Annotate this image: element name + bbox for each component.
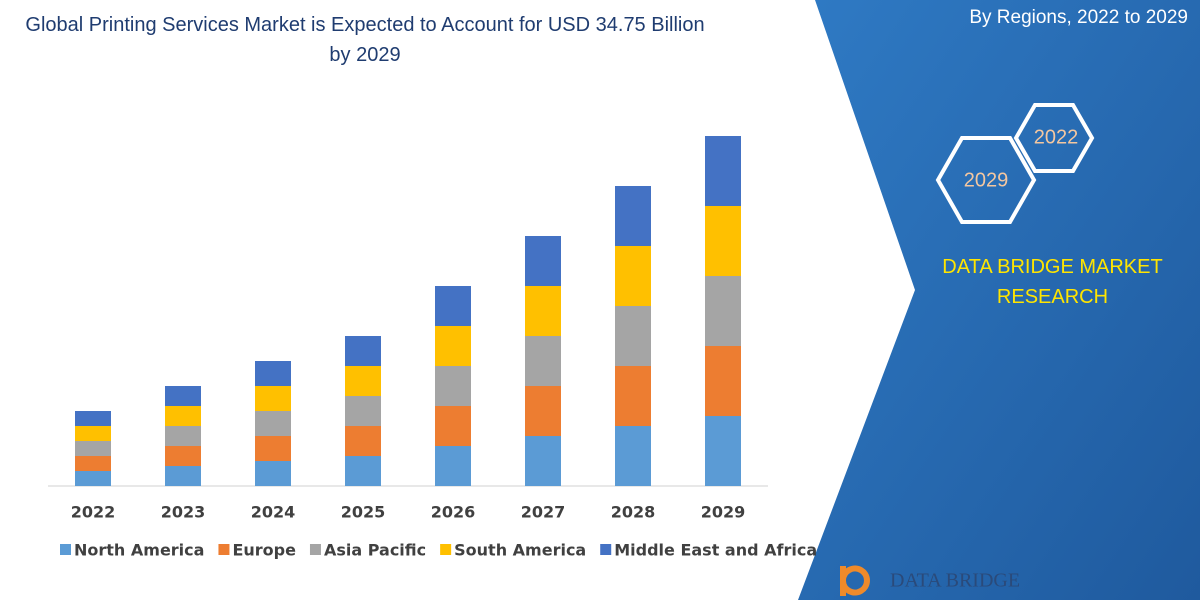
bar-segment [255,361,291,386]
bar-segment [435,326,471,366]
bar-segment [345,456,381,486]
bar-segment [255,411,291,436]
bar-segment [615,186,651,246]
bar-segment [435,366,471,406]
bar-segment [255,436,291,461]
bar-segment [705,276,741,346]
bar-segment [525,236,561,286]
legend-swatch [309,544,321,555]
bar-segment [705,136,741,206]
bar-segment [435,406,471,446]
logo-icon [840,565,870,596]
bar-segment [705,416,741,486]
legend-label: South America [454,541,586,560]
bar-segment [615,246,651,306]
bar-segment [345,426,381,456]
bar-segment [255,461,291,486]
side-panel [798,0,1200,600]
legend-swatch [218,544,230,555]
bar-segment [615,306,651,366]
x-tick-label: 2027 [521,503,566,522]
bar-segment [345,336,381,366]
legend-label: Middle East and Africa [614,541,817,560]
hexagon [935,136,1037,224]
hexagon [1013,103,1095,173]
legend-label: Asia Pacific [324,541,426,560]
legend-swatch [600,544,612,555]
bar-segment [705,206,741,276]
bar-segment [705,346,741,416]
x-tick-label: 2023 [161,503,206,522]
x-tick-label: 2026 [431,503,476,522]
bar-segment [75,471,111,486]
bar-segment [255,386,291,411]
bar-segment [165,386,201,406]
bar-segment [75,426,111,441]
logo-text: DATA BRIDGE [890,570,1020,592]
bar-segment [75,456,111,471]
bar-segment [345,396,381,426]
bar-segment [75,411,111,426]
bar-segment [165,466,201,486]
bar-segment [435,446,471,486]
badge: 2029 [964,169,1009,191]
x-tick-label: 2028 [611,503,656,522]
bar-segment [525,336,561,386]
bar-segment [165,426,201,446]
legend-label: North America [74,541,204,560]
brand-box: DATA BRIDGE MARKET RESEARCH [942,256,1163,308]
bar-segment [435,286,471,326]
chart-title: Global Printing Services Market is Expec… [25,14,705,66]
bar-segment [525,436,561,486]
legend-swatch [60,544,71,555]
bar-segment [165,446,201,466]
legend-swatch [440,544,452,555]
panel-subtitle: By Regions, 2022 to 2029 [969,7,1188,28]
badge: 2022 [1034,126,1079,148]
x-tick-label: 2024 [251,503,296,522]
brand: DATA BRIDGE MARKET RESEARCH [942,256,1163,308]
bar-segment [615,366,651,426]
x-tick-label: 2025 [341,503,386,522]
x-tick-label: 2022 [71,503,116,522]
x-tick-label: 2029 [701,503,746,522]
bar-segment [525,386,561,436]
bar-segment [615,426,651,486]
legend-label: Europe [232,541,296,560]
bar-segment [165,406,201,426]
bar-segment [75,441,111,456]
bar-segment [525,286,561,336]
bar-segment [345,366,381,396]
